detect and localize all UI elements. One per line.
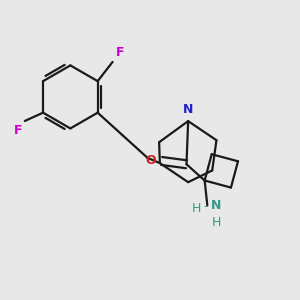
Text: H: H [192,202,201,214]
Text: F: F [116,46,124,59]
Text: H: H [211,216,221,229]
Text: N: N [211,199,222,212]
Text: O: O [145,154,156,167]
Text: -: - [204,200,208,213]
Text: N: N [183,103,193,116]
Text: F: F [14,124,22,136]
